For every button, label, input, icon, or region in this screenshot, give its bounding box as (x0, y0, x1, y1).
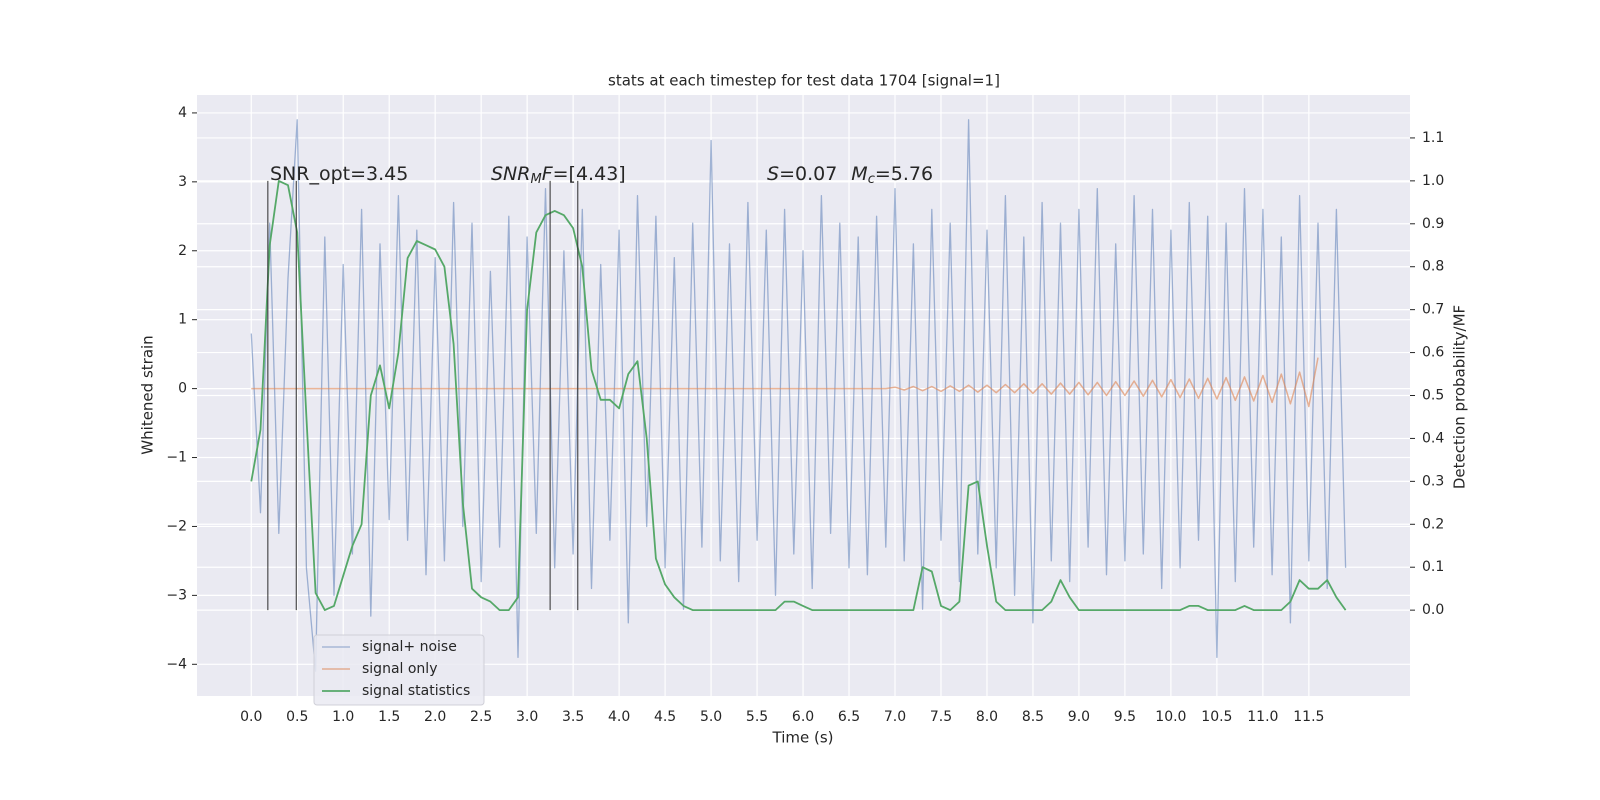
series-line (250, 119, 1347, 672)
y-tick-label: 3 (178, 174, 187, 190)
x-tick-label: 8.0 (976, 709, 998, 725)
x-tick-label: 1.0 (332, 709, 354, 725)
x-tick-label: 0.0 (240, 709, 262, 725)
y2-tick-label: 0.4 (1422, 430, 1444, 446)
legend-box (313, 634, 485, 706)
x-tick-label: 9.0 (1068, 709, 1090, 725)
y2-axis-label: Detection probability/MF (1451, 305, 1469, 489)
y2-tick-label: 0.3 (1422, 473, 1444, 489)
y-axis-label: Whitened strain (139, 335, 157, 454)
y2-tick-label: 0.6 (1422, 345, 1444, 361)
y2-tick-label: 0.0 (1422, 602, 1444, 618)
y-tick-label: −4 (166, 656, 187, 672)
annotation-text: SNR (491, 163, 530, 185)
y2-tick-label: 1.1 (1422, 130, 1444, 146)
x-tick-label: 3.5 (562, 709, 584, 725)
x-tick-label: 7.5 (930, 709, 952, 725)
annotation: SNR_opt=3.45 (270, 163, 408, 185)
series-line (250, 179, 1347, 611)
y2-tick-label: 0.1 (1422, 559, 1444, 575)
annotation-text: =5.76 (875, 163, 933, 185)
x-tick-label: 6.5 (838, 709, 860, 725)
y-tick-label: −3 (166, 587, 187, 603)
x-tick-label: 10.0 (1155, 709, 1186, 725)
annotation-text: M (530, 172, 541, 187)
x-tick-label: 10.5 (1201, 709, 1232, 725)
annotation-text: =0.07 (779, 163, 837, 185)
x-tick-label: 5.5 (746, 709, 768, 725)
y2-tick-label: 0.9 (1422, 216, 1444, 232)
x-tick-label: 2.0 (424, 709, 446, 725)
y-tick-label: 0 (178, 381, 187, 397)
y2-tick-label: 0.7 (1422, 302, 1444, 318)
x-tick-label: 6.0 (792, 709, 814, 725)
y2-tick-label: 0.2 (1422, 516, 1444, 532)
y-tick-label: −1 (166, 450, 187, 466)
x-tick-label: 9.5 (1114, 709, 1136, 725)
y2-tick-label: 1.0 (1422, 173, 1444, 189)
x-tick-label: 1.5 (378, 709, 400, 725)
annotation-text: M (851, 163, 867, 185)
annotation: S=0.07 Mc=5.76 (767, 163, 933, 187)
legend-label: signal only (362, 661, 437, 677)
y-tick-label: −2 (166, 518, 187, 534)
y2-tick-label: 0.8 (1422, 259, 1444, 275)
y-tick-label: 1 (178, 312, 187, 328)
x-tick-label: 0.5 (286, 709, 308, 725)
x-tick-label: 4.0 (608, 709, 630, 725)
x-tick-label: 4.5 (654, 709, 676, 725)
annotation-text: SNR_opt=3.45 (270, 163, 408, 185)
annotation-text: =[4.43] (553, 163, 626, 185)
x-tick-label: 11.5 (1293, 709, 1324, 725)
annotation-text: c (868, 172, 875, 187)
y-tick-label: 4 (178, 105, 187, 121)
legend-label: signal statistics (362, 683, 470, 699)
x-tick-label: 8.5 (1022, 709, 1044, 725)
chart-title: stats at each timestep for test data 170… (608, 72, 1000, 90)
x-tick-label: 2.5 (470, 709, 492, 725)
annotation: SNRMF=[4.43] (491, 163, 626, 187)
x-axis-label: Time (s) (772, 729, 834, 747)
legend-label: signal+ noise (362, 639, 457, 655)
x-tick-label: 3.0 (516, 709, 538, 725)
x-tick-label: 11.0 (1247, 709, 1278, 725)
x-tick-label: 7.0 (884, 709, 906, 725)
series-line (251, 357, 1319, 408)
y-tick-label: 2 (178, 243, 187, 259)
annotation-text: F (542, 163, 554, 185)
annotation-text: S (767, 163, 779, 185)
x-tick-label: 5.0 (700, 709, 722, 725)
y2-tick-label: 0.5 (1422, 388, 1444, 404)
